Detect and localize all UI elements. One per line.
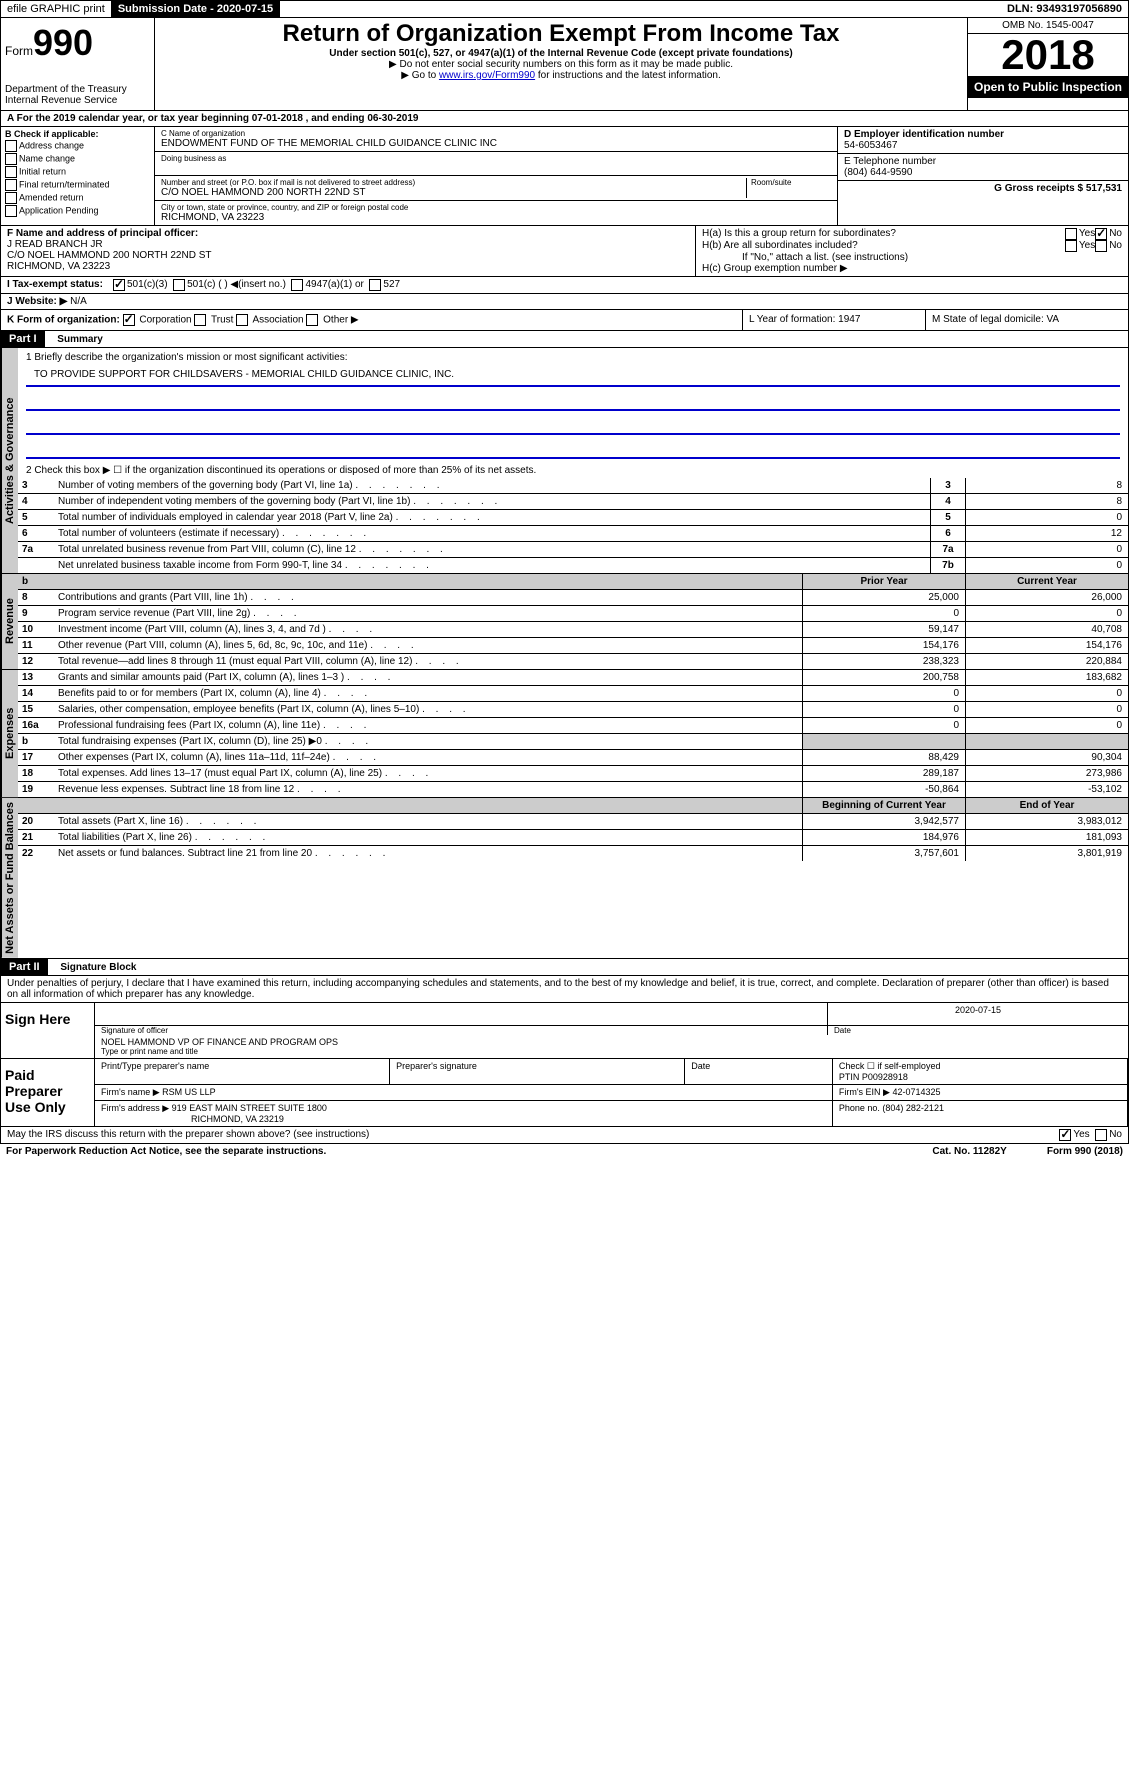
footer-bottom: For Paperwork Reduction Act Notice, see …: [0, 1144, 1129, 1159]
org-city: RICHMOND, VA 23223: [161, 212, 831, 223]
section-i: I Tax-exempt status: 501(c)(3) 501(c) ( …: [0, 277, 1129, 294]
section-klm: K Form of organization: Corporation Trus…: [0, 310, 1129, 331]
dept-label: Department of the Treasury: [5, 84, 150, 95]
summary-line: 10Investment income (Part VIII, column (…: [18, 622, 1128, 638]
paid-label: Paid Preparer Use Only: [1, 1059, 95, 1126]
summary-line: 3Number of voting members of the governi…: [18, 478, 1128, 494]
line-a: A For the 2019 calendar year, or tax yea…: [0, 111, 1129, 127]
firm-addr: 919 EAST MAIN STREET SUITE 1800: [172, 1103, 327, 1113]
mission-text: TO PROVIDE SUPPORT FOR CHILDSAVERS - MEM…: [26, 367, 1120, 387]
section-m: M State of legal domicile: VA: [925, 310, 1128, 330]
summary-line: 11Other revenue (Part VIII, column (A), …: [18, 638, 1128, 654]
net-label: Net Assets or Fund Balances: [1, 798, 18, 958]
note2: ▶ Go to www.irs.gov/Form990 for instruct…: [159, 70, 963, 81]
dln-label: DLN: 93493197056890: [1001, 1, 1128, 17]
summary-line: 14Benefits paid to or for members (Part …: [18, 686, 1128, 702]
officer-section: F Name and address of principal officer:…: [0, 226, 1129, 277]
website: N/A: [70, 296, 87, 307]
org-name: ENDOWMENT FUND OF THE MEMORIAL CHILD GUI…: [161, 138, 831, 149]
form-title: Return of Organization Exempt From Incom…: [159, 20, 963, 48]
expenses-label: Expenses: [1, 670, 18, 797]
revenue-label: Revenue: [1, 574, 18, 669]
summary-line: 8Contributions and grants (Part VIII, li…: [18, 590, 1128, 606]
summary-line: 6Total number of volunteers (estimate if…: [18, 526, 1128, 542]
header-right: OMB No. 1545-0047 2018 Open to Public In…: [967, 18, 1128, 110]
part1-header: Part I Summary: [0, 331, 1129, 348]
check-amended[interactable]: Amended return: [5, 192, 150, 204]
summary-line: 4Number of independent voting members of…: [18, 494, 1128, 510]
check-address[interactable]: Address change: [5, 140, 150, 152]
section-f: F Name and address of principal officer:…: [1, 226, 695, 276]
summary-line: 5Total number of individuals employed in…: [18, 510, 1128, 526]
sign-date: 2020-07-15: [828, 1003, 1128, 1026]
efile-label[interactable]: efile GRAPHIC print: [1, 1, 112, 17]
summary-line: 13Grants and similar amounts paid (Part …: [18, 670, 1128, 686]
submission-date-button[interactable]: Submission Date - 2020-07-15: [112, 1, 280, 17]
summary-line: bTotal fundraising expenses (Part IX, co…: [18, 734, 1128, 750]
check-name[interactable]: Name change: [5, 153, 150, 165]
form-label: Form: [5, 44, 33, 58]
discuss-yes[interactable]: [1059, 1129, 1071, 1141]
check-initial[interactable]: Initial return: [5, 166, 150, 178]
paid-preparer-block: Paid Preparer Use Only Print/Type prepar…: [0, 1059, 1129, 1127]
summary-line: Net unrelated business taxable income fr…: [18, 558, 1128, 573]
section-l: L Year of formation: 1947: [742, 310, 925, 330]
form-number: 990: [33, 22, 93, 63]
form-subtitle: Under section 501(c), 527, or 4947(a)(1)…: [159, 48, 963, 59]
sign-here-label: Sign Here: [1, 1003, 95, 1058]
telephone: (804) 644-9590: [844, 167, 1122, 178]
firm-name: RSM US LLP: [162, 1087, 216, 1097]
summary-line: 22Net assets or fund balances. Subtract …: [18, 846, 1128, 861]
discuss-row: May the IRS discuss this return with the…: [0, 1127, 1129, 1144]
summary-line: 20Total assets (Part X, line 16) . . . .…: [18, 814, 1128, 830]
section-c: C Name of organization ENDOWMENT FUND OF…: [155, 127, 837, 225]
firm-phone: (804) 282-2121: [882, 1103, 944, 1113]
summary-line: 12Total revenue—add lines 8 through 11 (…: [18, 654, 1128, 669]
ein: 54-6053467: [844, 140, 1122, 151]
summary-line: 19Revenue less expenses. Subtract line 1…: [18, 782, 1128, 797]
check-pending[interactable]: Application Pending: [5, 205, 150, 217]
open-public-badge: Open to Public Inspection: [968, 76, 1128, 98]
section-b: B Check if applicable: Address change Na…: [1, 127, 155, 225]
discuss-no[interactable]: [1095, 1129, 1107, 1141]
section-j: J Website: ▶ N/A: [0, 294, 1129, 310]
summary-line: 7aTotal unrelated business revenue from …: [18, 542, 1128, 558]
gross-receipts: G Gross receipts $ 517,531: [844, 183, 1122, 194]
section-h: H(a) Is this a group return for subordin…: [695, 226, 1128, 276]
summary-line: 9Program service revenue (Part VIII, lin…: [18, 606, 1128, 622]
officer-name: NOEL HAMMOND VP OF FINANCE AND PROGRAM O…: [101, 1037, 1122, 1047]
form-header: Form990 Department of the Treasury Inter…: [0, 18, 1129, 111]
summary-line: 16aProfessional fundraising fees (Part I…: [18, 718, 1128, 734]
part2-header: Part II Signature Block: [0, 959, 1129, 976]
governance-label: Activities & Governance: [1, 348, 18, 573]
ptin: P00928918: [862, 1072, 908, 1082]
summary-line: 18Total expenses. Add lines 13–17 (must …: [18, 766, 1128, 782]
header-center: Return of Organization Exempt From Incom…: [155, 18, 967, 110]
revenue-section: Revenue b Prior Year Current Year 8Contr…: [0, 574, 1129, 670]
form-left-col: Form990 Department of the Treasury Inter…: [1, 18, 155, 110]
identity-section: B Check if applicable: Address change Na…: [0, 127, 1129, 226]
revenue-header-row: b Prior Year Current Year: [18, 574, 1128, 590]
sign-block: Sign Here Signature of officer 2020-07-1…: [0, 1003, 1129, 1059]
tax-year: 2018: [968, 34, 1128, 76]
top-bar: efile GRAPHIC print Submission Date - 20…: [0, 0, 1129, 18]
form990-link[interactable]: www.irs.gov/Form990: [439, 70, 535, 81]
irs-label: Internal Revenue Service: [5, 95, 150, 106]
firm-ein: 42-0714325: [893, 1087, 941, 1097]
right-block: D Employer identification number 54-6053…: [837, 127, 1128, 225]
perjury-text: Under penalties of perjury, I declare th…: [0, 976, 1129, 1003]
expenses-section: Expenses 13Grants and similar amounts pa…: [0, 670, 1129, 798]
summary-line: 15Salaries, other compensation, employee…: [18, 702, 1128, 718]
governance-section: Activities & Governance 1 Briefly descri…: [0, 348, 1129, 574]
note1: ▶ Do not enter social security numbers o…: [159, 59, 963, 70]
net-header-row: Beginning of Current Year End of Year: [18, 798, 1128, 814]
org-address: C/O NOEL HAMMOND 200 NORTH 22ND ST: [161, 187, 746, 198]
summary-line: 17Other expenses (Part IX, column (A), l…: [18, 750, 1128, 766]
check-final[interactable]: Final return/terminated: [5, 179, 150, 191]
summary-line: 21Total liabilities (Part X, line 26) . …: [18, 830, 1128, 846]
net-section: Net Assets or Fund Balances Beginning of…: [0, 798, 1129, 959]
